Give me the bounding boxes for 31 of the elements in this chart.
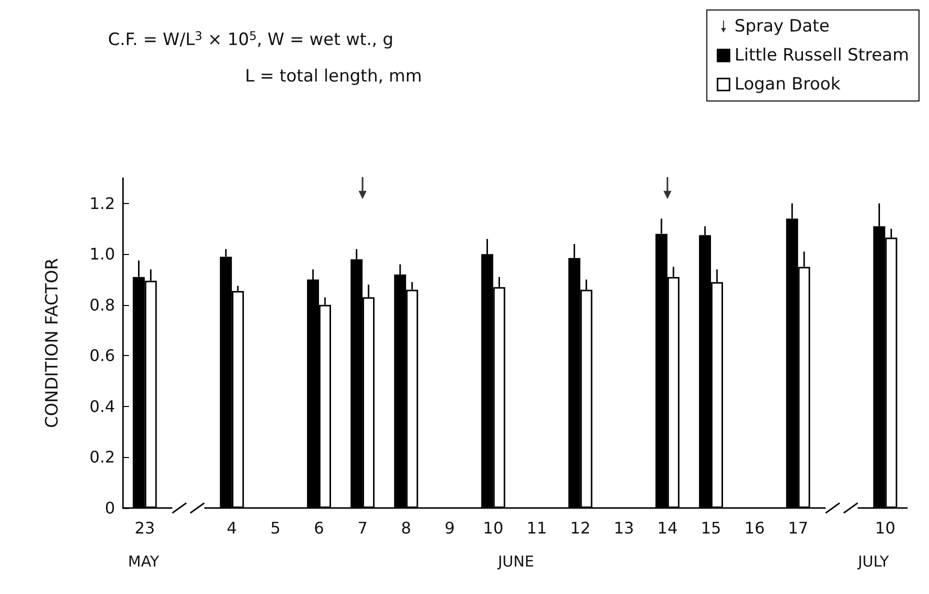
text: JULY — [857, 552, 890, 570]
x-tick-label: 13 — [614, 518, 634, 538]
text: MAY — [128, 552, 160, 570]
x-tick-label: 9 — [444, 518, 455, 538]
legend-label: Little Russell Stream — [734, 46, 910, 66]
legend-label: Spray Date — [734, 16, 830, 36]
x-tick-label: 4 — [226, 518, 237, 538]
y-tick-label: 0.2 — [90, 448, 115, 467]
x-tick-label: 14 — [657, 518, 678, 538]
x-tick-label: 12 — [570, 518, 591, 538]
x-tick-label: 23 — [134, 518, 155, 538]
y-tick-label: 0.6 — [90, 346, 115, 366]
y-tick-label: 0.4 — [90, 396, 115, 416]
y-tick-label: 1.2 — [90, 194, 115, 213]
y-tick-label: 0.8 — [90, 295, 115, 314]
x-tick-label: 10 — [875, 518, 896, 538]
x-tick-label: 7 — [357, 518, 368, 538]
text: L = total length, mm — [245, 66, 422, 86]
x-tick-label: 15 — [700, 518, 722, 538]
y-tick-label: 1.0 — [90, 244, 115, 264]
x-tick-label: 6 — [314, 518, 324, 538]
text: JUNE — [497, 552, 534, 570]
x-tick-label: 16 — [744, 518, 765, 538]
y-axis-title: CONDITION FACTOR — [42, 258, 62, 428]
x-tick-label: 5 — [270, 518, 281, 538]
x-tick-label: 11 — [526, 518, 547, 538]
legend-label: Logan Brook — [734, 74, 841, 94]
x-tick-label: 8 — [401, 518, 412, 538]
x-tick-label: 17 — [788, 518, 808, 538]
y-tick-label: 0 — [104, 498, 115, 518]
x-tick-label: 10 — [483, 518, 504, 538]
